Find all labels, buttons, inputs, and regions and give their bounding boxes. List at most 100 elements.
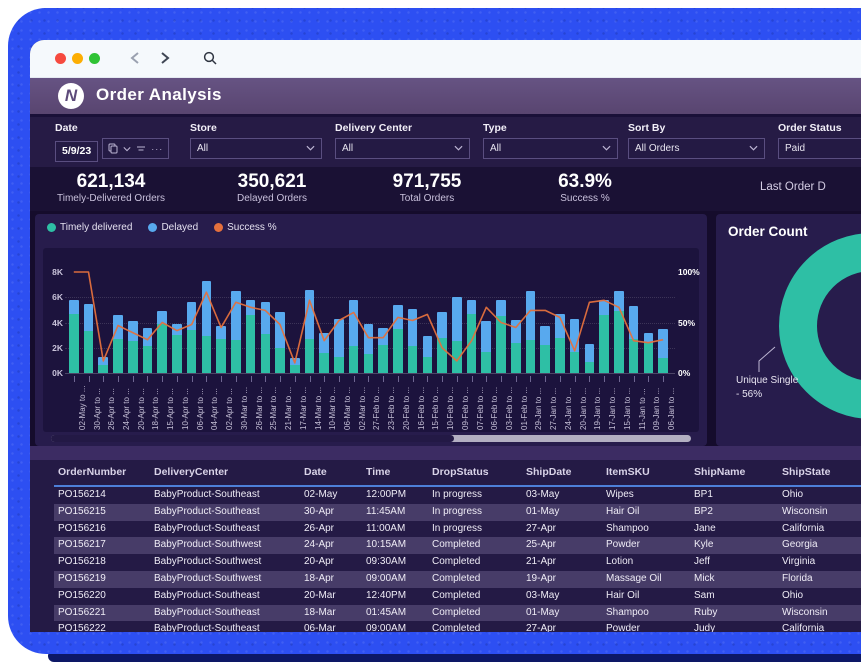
bar-delayed-segment[interactable] — [511, 320, 521, 343]
column-header[interactable]: DropStatus — [428, 460, 522, 485]
bar-timely-segment[interactable] — [187, 330, 197, 373]
bar-timely-segment[interactable] — [629, 339, 639, 373]
table-row[interactable]: PO156221BabyProduct-Southeast18-Mar01:45… — [54, 605, 861, 622]
bar-delayed-segment[interactable] — [540, 326, 550, 345]
bar-delayed-segment[interactable] — [570, 319, 580, 352]
bar-delayed-segment[interactable] — [423, 336, 433, 356]
bar-timely-segment[interactable] — [349, 346, 359, 373]
filter-lines-icon[interactable] — [136, 145, 146, 153]
bar-timely-segment[interactable] — [452, 341, 462, 373]
legend-item[interactable]: Timely delivered — [47, 222, 132, 233]
bar-delayed-segment[interactable] — [393, 305, 403, 329]
table-row[interactable]: PO156222BabyProduct-Southeast06-Mar09:00… — [54, 621, 861, 632]
legend-item[interactable]: Success % — [214, 222, 276, 233]
bar-delayed-segment[interactable] — [305, 290, 315, 339]
bar-timely-segment[interactable] — [128, 341, 138, 373]
bar-timely-segment[interactable] — [467, 314, 477, 373]
bar-delayed-segment[interactable] — [378, 328, 388, 346]
table-row[interactable]: PO156215BabyProduct-Southeast30-Apr11:45… — [54, 504, 861, 521]
bar-timely-segment[interactable] — [408, 346, 418, 373]
bar-timely-segment[interactable] — [84, 331, 94, 373]
bar-timely-segment[interactable] — [231, 340, 241, 373]
bar-timely-segment[interactable] — [526, 340, 536, 373]
bar-delayed-segment[interactable] — [334, 319, 344, 357]
bar-delayed-segment[interactable] — [69, 300, 79, 314]
bar-timely-segment[interactable] — [437, 338, 447, 373]
bar-timely-segment[interactable] — [614, 311, 624, 373]
bar-delayed-segment[interactable] — [526, 291, 536, 340]
column-header[interactable]: Time — [362, 460, 428, 485]
chevron-down-icon[interactable] — [123, 146, 131, 152]
bar-delayed-segment[interactable] — [231, 291, 241, 340]
filter-select-delivery_center[interactable]: All — [335, 138, 470, 159]
bar-delayed-segment[interactable] — [599, 300, 609, 315]
bar-timely-segment[interactable] — [496, 316, 506, 373]
bar-delayed-segment[interactable] — [481, 321, 491, 351]
column-header[interactable]: ShipDate — [522, 460, 602, 485]
table-row[interactable]: PO156218BabyProduct-Southwest20-Apr09:30… — [54, 554, 861, 571]
bar-delayed-segment[interactable] — [187, 302, 197, 330]
bar-timely-segment[interactable] — [644, 343, 654, 373]
bar-delayed-segment[interactable] — [216, 326, 226, 339]
bar-delayed-segment[interactable] — [658, 329, 668, 358]
filter-select-store[interactable]: All — [190, 138, 322, 159]
bar-timely-segment[interactable] — [172, 335, 182, 373]
filter-select-sort_by[interactable]: All Orders — [628, 138, 765, 159]
table-row[interactable]: PO156220BabyProduct-Southeast20-Mar12:40… — [54, 588, 861, 605]
bar-delayed-segment[interactable] — [408, 309, 418, 347]
forward-icon[interactable] — [156, 49, 174, 67]
bar-timely-segment[interactable] — [334, 357, 344, 373]
table-row[interactable]: PO156216BabyProduct-Southeast26-Apr11:00… — [54, 521, 861, 538]
bar-delayed-segment[interactable] — [275, 312, 285, 347]
filter-select-order_status[interactable]: Paid — [778, 138, 861, 159]
table-row[interactable]: PO156214BabyProduct-Southeast02-May12:00… — [54, 487, 861, 504]
legend-item[interactable]: Delayed — [148, 222, 198, 233]
bar-timely-segment[interactable] — [98, 365, 108, 373]
column-header[interactable]: OrderNumber — [54, 460, 150, 485]
bar-timely-segment[interactable] — [113, 339, 123, 373]
bar-delayed-segment[interactable] — [143, 328, 153, 347]
bar-timely-segment[interactable] — [481, 352, 491, 373]
bar-timely-segment[interactable] — [658, 358, 668, 373]
ellipsis-icon[interactable]: ··· — [151, 144, 163, 154]
maximize-button[interactable] — [89, 53, 100, 64]
bar-delayed-segment[interactable] — [98, 357, 108, 366]
bar-timely-segment[interactable] — [570, 352, 580, 373]
bar-timely-segment[interactable] — [143, 346, 153, 373]
bar-timely-segment[interactable] — [511, 343, 521, 373]
bar-timely-segment[interactable] — [216, 339, 226, 373]
copy-icon[interactable] — [108, 143, 118, 154]
bar-delayed-segment[interactable] — [555, 314, 565, 338]
bar-delayed-segment[interactable] — [364, 324, 374, 354]
search-icon[interactable] — [202, 50, 218, 66]
bar-delayed-segment[interactable] — [437, 312, 447, 337]
column-header[interactable]: ItemSKU — [602, 460, 690, 485]
date-input[interactable]: 5/9/23 — [55, 141, 98, 162]
bar-delayed-segment[interactable] — [246, 300, 256, 315]
bar-delayed-segment[interactable] — [172, 324, 182, 335]
filter-select-type[interactable]: All — [483, 138, 618, 159]
bar-delayed-segment[interactable] — [467, 300, 477, 314]
minimize-button[interactable] — [72, 53, 83, 64]
bar-timely-segment[interactable] — [393, 329, 403, 373]
chart-scrollbar[interactable] — [51, 435, 691, 442]
bar-delayed-segment[interactable] — [644, 333, 654, 343]
bar-timely-segment[interactable] — [319, 353, 329, 373]
bar-delayed-segment[interactable] — [84, 304, 94, 332]
bar-delayed-segment[interactable] — [585, 344, 595, 362]
bar-timely-segment[interactable] — [157, 324, 167, 373]
column-header[interactable]: ShipState — [778, 460, 861, 485]
bar-delayed-segment[interactable] — [452, 297, 462, 341]
table-row[interactable]: PO156219BabyProduct-Southwest18-Apr09:00… — [54, 571, 861, 588]
bar-timely-segment[interactable] — [364, 354, 374, 373]
bar-delayed-segment[interactable] — [113, 315, 123, 339]
table-row[interactable]: PO156217BabyProduct-Southwest24-Apr10:15… — [54, 537, 861, 554]
bar-timely-segment[interactable] — [540, 345, 550, 373]
column-header[interactable]: DeliveryCenter — [150, 460, 300, 485]
bar-timely-segment[interactable] — [69, 314, 79, 373]
bar-timely-segment[interactable] — [290, 365, 300, 373]
bar-timely-segment[interactable] — [275, 348, 285, 373]
bar-delayed-segment[interactable] — [202, 281, 212, 337]
bar-delayed-segment[interactable] — [157, 311, 167, 324]
bar-timely-segment[interactable] — [378, 345, 388, 373]
